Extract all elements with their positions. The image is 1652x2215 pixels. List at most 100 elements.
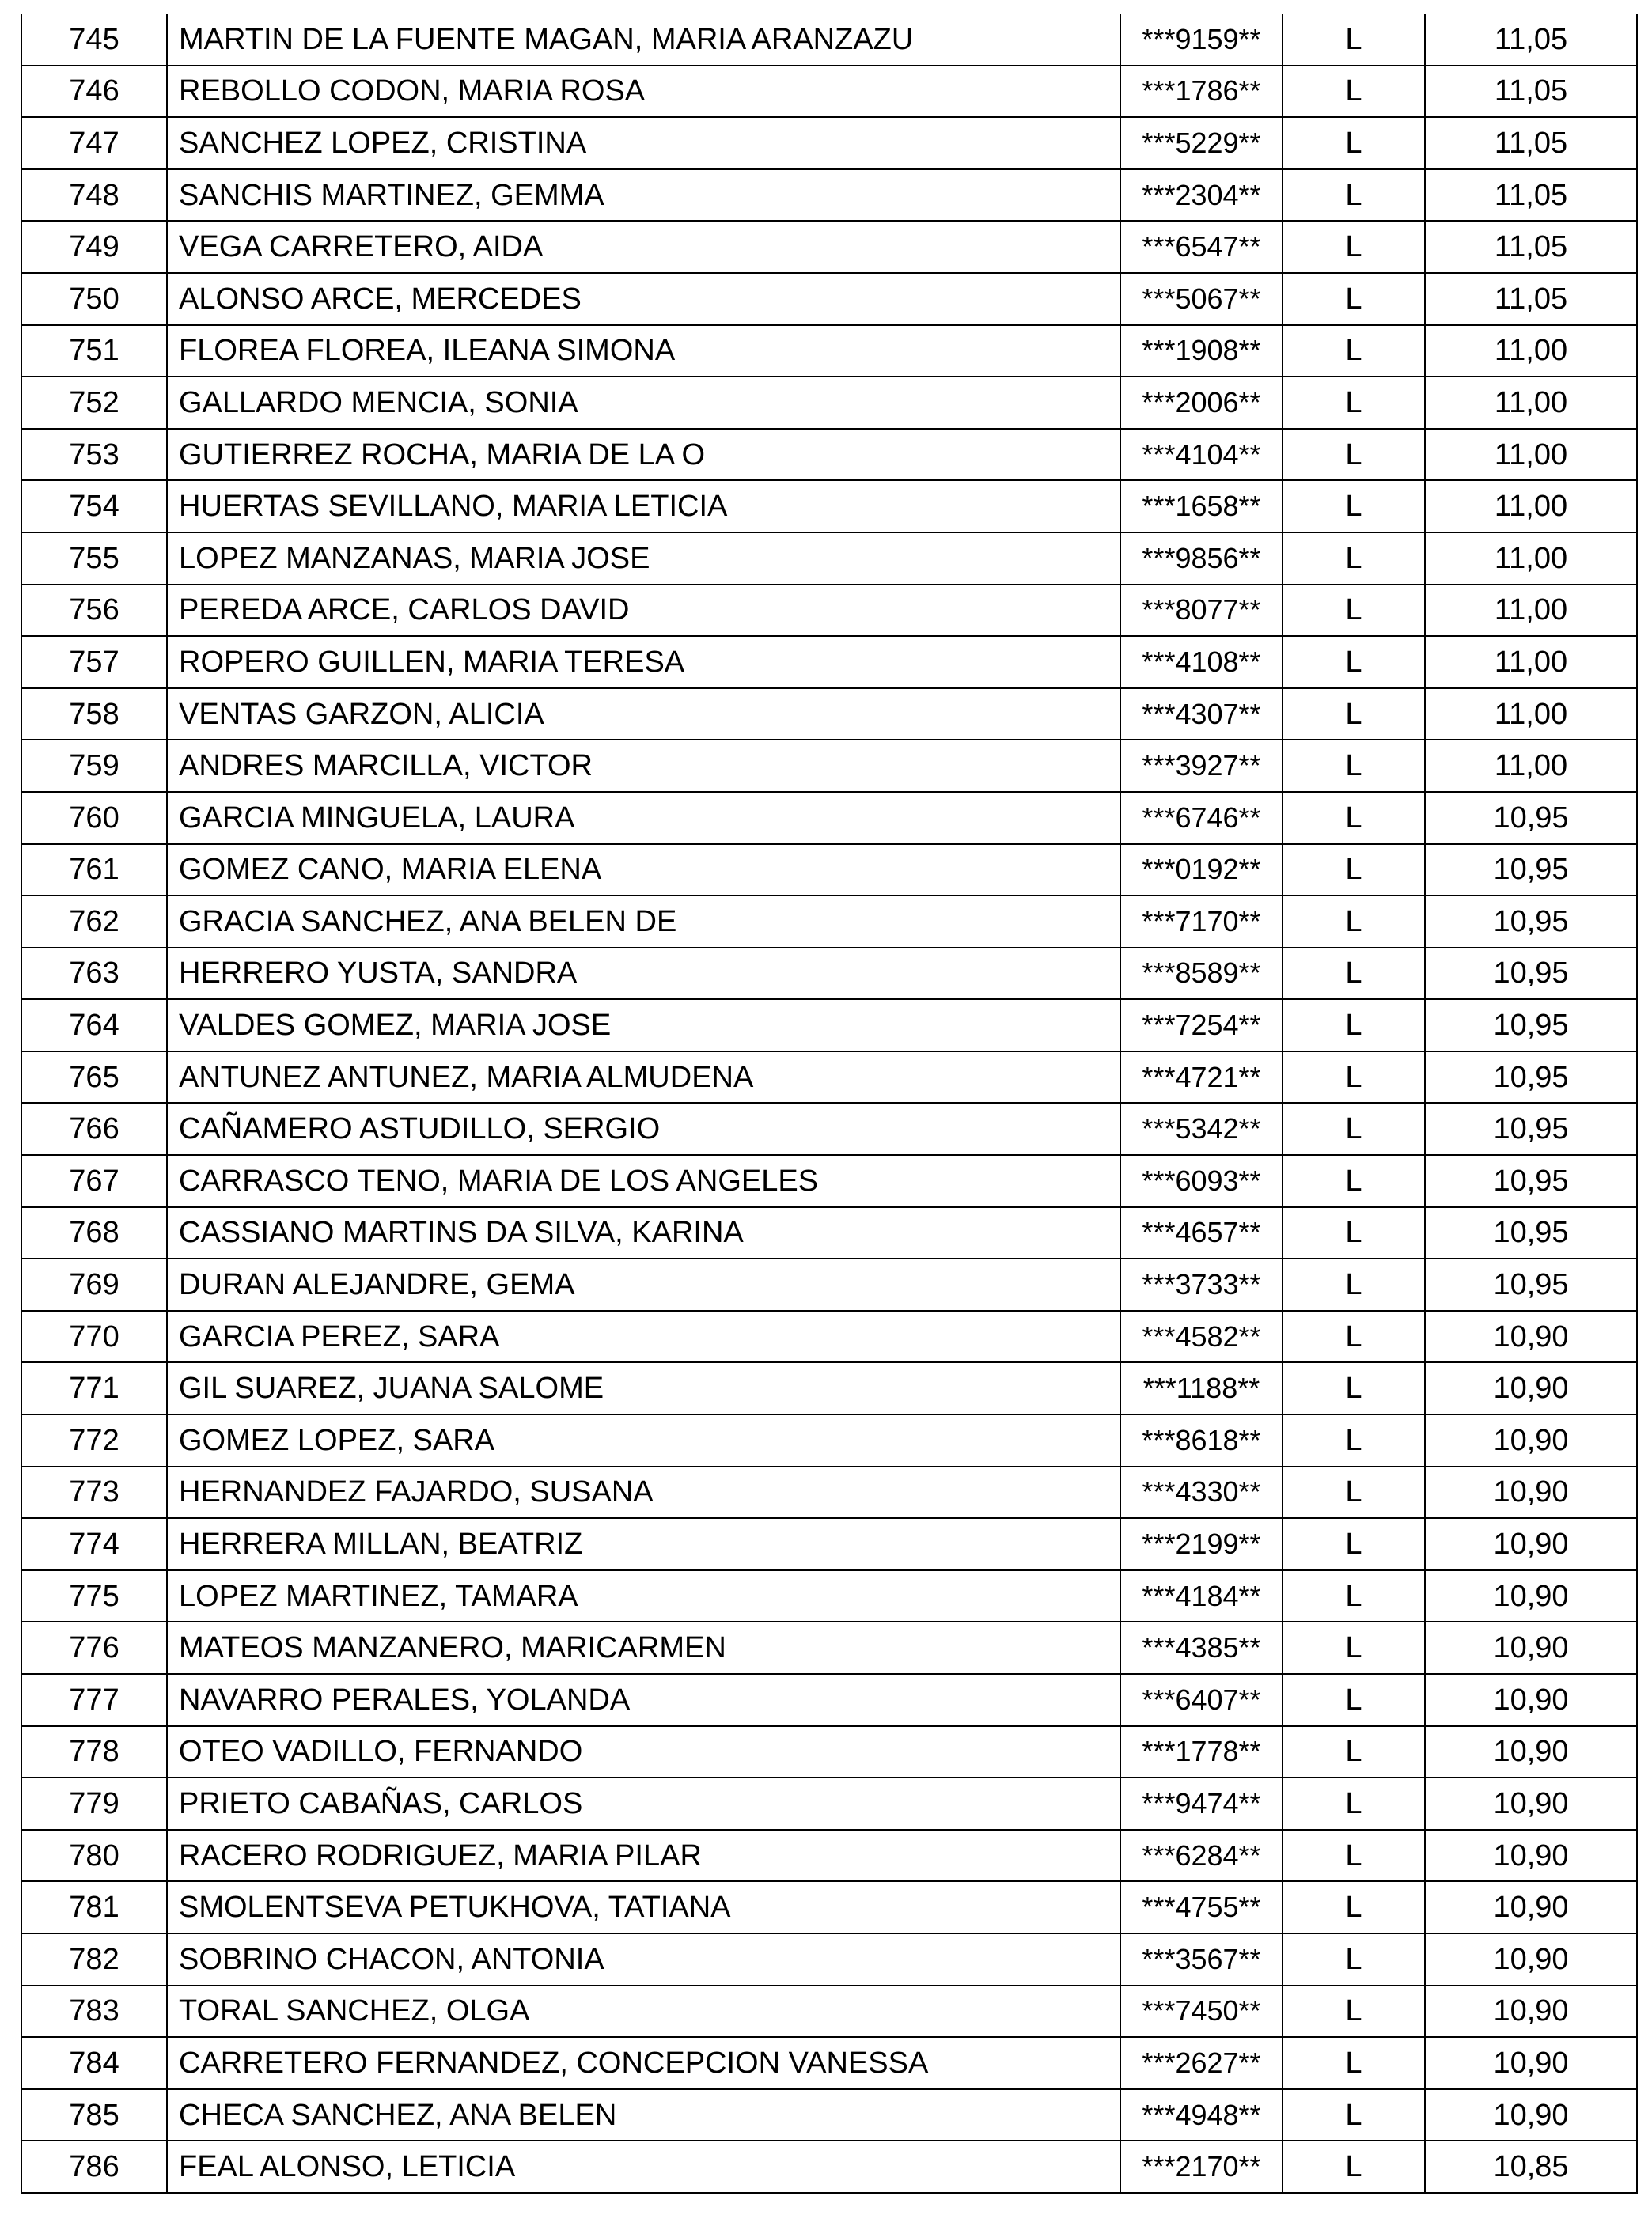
masked-id-cell: ***6407** xyxy=(1120,1673,1283,1727)
table-row: 749 VEGA CARRETERO, AIDA ***6547** L 11,05 xyxy=(21,220,1638,274)
access-type-cell: L xyxy=(1282,168,1426,222)
row-number-cell: 763 xyxy=(21,946,168,1001)
table-row: 769 DURAN ALEJANDRE, GEMA ***3733** L 10,95 xyxy=(21,1258,1638,1312)
row-number-cell: 764 xyxy=(21,998,168,1052)
access-type-cell: L xyxy=(1282,14,1426,66)
masked-id-cell: ***4721** xyxy=(1120,1050,1283,1104)
score-cell: 11,00 xyxy=(1424,479,1638,533)
candidate-name-cell: GALLARDO MENCIA, SONIA xyxy=(166,376,1121,430)
candidate-name-cell: PRIETO CABAÑAS, CARLOS xyxy=(166,1777,1121,1831)
score-cell: 10,90 xyxy=(1424,1621,1638,1675)
table-row: 774 HERRERA MILLAN, BEATRIZ ***2199** L 10,9… xyxy=(21,1517,1638,1571)
row-number-cell: 767 xyxy=(21,1154,168,1208)
candidate-name-cell: GOMEZ LOPEZ, SARA xyxy=(166,1414,1121,1467)
candidate-name-cell: TORAL SANCHEZ, OLGA xyxy=(166,1984,1121,2039)
row-number-cell: 751 xyxy=(21,324,168,378)
masked-id-cell: ***4108** xyxy=(1120,635,1283,689)
access-type-cell: L xyxy=(1282,635,1426,689)
row-number-cell: 769 xyxy=(21,1258,168,1312)
score-cell: 11,05 xyxy=(1424,271,1638,326)
candidates-table: 745 MARTIN DE LA FUENTE MAGAN, MARIA ARAN… xyxy=(21,14,1638,2194)
candidate-name-cell: RACERO RODRIGUEZ, MARIA PILAR xyxy=(166,1828,1121,1883)
table-row: 754 HUERTAS SEVILLANO, MARIA LETICIA ***16… xyxy=(21,479,1638,533)
masked-id-cell: ***8589** xyxy=(1120,946,1283,1001)
row-number-cell: 783 xyxy=(21,1984,168,2039)
access-type-cell: L xyxy=(1282,583,1426,638)
table-row: 747 SANCHEZ LOPEZ, CRISTINA ***5229** L 11,0… xyxy=(21,116,1638,170)
access-type-cell: L xyxy=(1282,842,1426,897)
table-row: 764 VALDES GOMEZ, MARIA JOSE ***7254** L 10,… xyxy=(21,998,1638,1052)
score-cell: 11,05 xyxy=(1424,64,1638,119)
candidate-name-cell: GUTIERREZ ROCHA, MARIA DE LA O xyxy=(166,427,1121,482)
score-cell: 10,90 xyxy=(1424,1465,1638,1520)
masked-id-cell: ***3733** xyxy=(1120,1258,1283,1312)
score-cell: 10,90 xyxy=(1424,1309,1638,1364)
candidate-name-cell: PEREDA ARCE, CARLOS DAVID xyxy=(166,583,1121,638)
row-number-cell: 759 xyxy=(21,739,168,793)
access-type-cell: L xyxy=(1282,1361,1426,1416)
table-row: 763 HERRERO YUSTA, SANDRA ***8589** L 10,95 xyxy=(21,946,1638,1001)
masked-id-cell: ***1658** xyxy=(1120,479,1283,533)
candidate-name-cell: HERNANDEZ FAJARDO, SUSANA xyxy=(166,1465,1121,1520)
candidate-name-cell: GRACIA SANCHEZ, ANA BELEN DE xyxy=(166,895,1121,948)
row-number-cell: 776 xyxy=(21,1621,168,1675)
row-number-cell: 755 xyxy=(21,531,168,585)
candidate-name-cell: GOMEZ CANO, MARIA ELENA xyxy=(166,842,1121,897)
candidate-name-cell: CHECA SANCHEZ, ANA BELEN xyxy=(166,2088,1121,2142)
score-cell: 11,05 xyxy=(1424,220,1638,274)
score-cell: 11,00 xyxy=(1424,324,1638,378)
score-cell: 10,90 xyxy=(1424,1517,1638,1571)
row-number-cell: 786 xyxy=(21,2140,168,2194)
access-type-cell: L xyxy=(1282,1309,1426,1364)
row-number-cell: 761 xyxy=(21,842,168,897)
access-type-cell: L xyxy=(1282,324,1426,378)
row-number-cell: 745 xyxy=(21,14,168,66)
masked-id-cell: ***5067** xyxy=(1120,271,1283,326)
row-number-cell: 760 xyxy=(21,790,168,845)
table-row: 779 PRIETO CABAÑAS, CARLOS ***9474** L 10,90 xyxy=(21,1777,1638,1831)
table-row: 765 ANTUNEZ ANTUNEZ, MARIA ALMUDENA ***472… xyxy=(21,1050,1638,1104)
candidate-name-cell: FLOREA FLOREA, ILEANA SIMONA xyxy=(166,324,1121,378)
score-cell: 10,90 xyxy=(1424,2088,1638,2142)
masked-id-cell: ***6284** xyxy=(1120,1828,1283,1883)
access-type-cell: L xyxy=(1282,1206,1426,1260)
masked-id-cell: ***4385** xyxy=(1120,1621,1283,1675)
table-row: 778 OTEO VADILLO, FERNANDO ***1778** L 10,90 xyxy=(21,1725,1638,1779)
candidate-name-cell: CASSIANO MARTINS DA SILVA, KARINA xyxy=(166,1206,1121,1260)
score-cell: 11,00 xyxy=(1424,635,1638,689)
candidate-name-cell: OTEO VADILLO, FERNANDO xyxy=(166,1725,1121,1779)
candidate-name-cell: SMOLENTSEVA PETUKHOVA, TATIANA xyxy=(166,1880,1121,1934)
access-type-cell: L xyxy=(1282,271,1426,326)
candidate-name-cell: MARTIN DE LA FUENTE MAGAN, MARIA ARANZAZ… xyxy=(166,14,1121,66)
table-row: 775 LOPEZ MARTINEZ, TAMARA ***4184** L 10,90 xyxy=(21,1569,1638,1623)
masked-id-cell: ***0192** xyxy=(1120,842,1283,897)
row-number-cell: 758 xyxy=(21,687,168,741)
score-cell: 11,00 xyxy=(1424,531,1638,585)
access-type-cell: L xyxy=(1282,2088,1426,2142)
score-cell: 10,95 xyxy=(1424,842,1638,897)
masked-id-cell: ***2627** xyxy=(1120,2036,1283,2090)
score-cell: 10,90 xyxy=(1424,1777,1638,1831)
score-cell: 10,85 xyxy=(1424,2140,1638,2194)
access-type-cell: L xyxy=(1282,1258,1426,1312)
table-row: 784 CARRETERO FERNANDEZ, CONCEPCION VANES… xyxy=(21,2036,1638,2090)
row-number-cell: 756 xyxy=(21,583,168,638)
score-cell: 10,90 xyxy=(1424,1569,1638,1623)
candidate-name-cell: HUERTAS SEVILLANO, MARIA LETICIA xyxy=(166,479,1121,533)
candidate-name-cell: CAÑAMERO ASTUDILLO, SERGIO xyxy=(166,1102,1121,1157)
row-number-cell: 768 xyxy=(21,1206,168,1260)
row-number-cell: 778 xyxy=(21,1725,168,1779)
candidate-name-cell: CARRASCO TENO, MARIA DE LOS ANGELES xyxy=(166,1154,1121,1208)
candidate-name-cell: HERRERA MILLAN, BEATRIZ xyxy=(166,1517,1121,1571)
table-row: 748 SANCHIS MARTINEZ, GEMMA ***2304** L 11,0… xyxy=(21,168,1638,222)
candidate-name-cell: FEAL ALONSO, LETICIA xyxy=(166,2140,1121,2194)
score-cell: 10,95 xyxy=(1424,1206,1638,1260)
access-type-cell: L xyxy=(1282,998,1426,1052)
row-number-cell: 765 xyxy=(21,1050,168,1104)
candidate-name-cell: MATEOS MANZANERO, MARICARMEN xyxy=(166,1621,1121,1675)
access-type-cell: L xyxy=(1282,376,1426,430)
table-row: 755 LOPEZ MANZANAS, MARIA JOSE ***9856** L 1… xyxy=(21,531,1638,585)
row-number-cell: 748 xyxy=(21,168,168,222)
masked-id-cell: ***1786** xyxy=(1120,64,1283,119)
masked-id-cell: ***4104** xyxy=(1120,427,1283,482)
